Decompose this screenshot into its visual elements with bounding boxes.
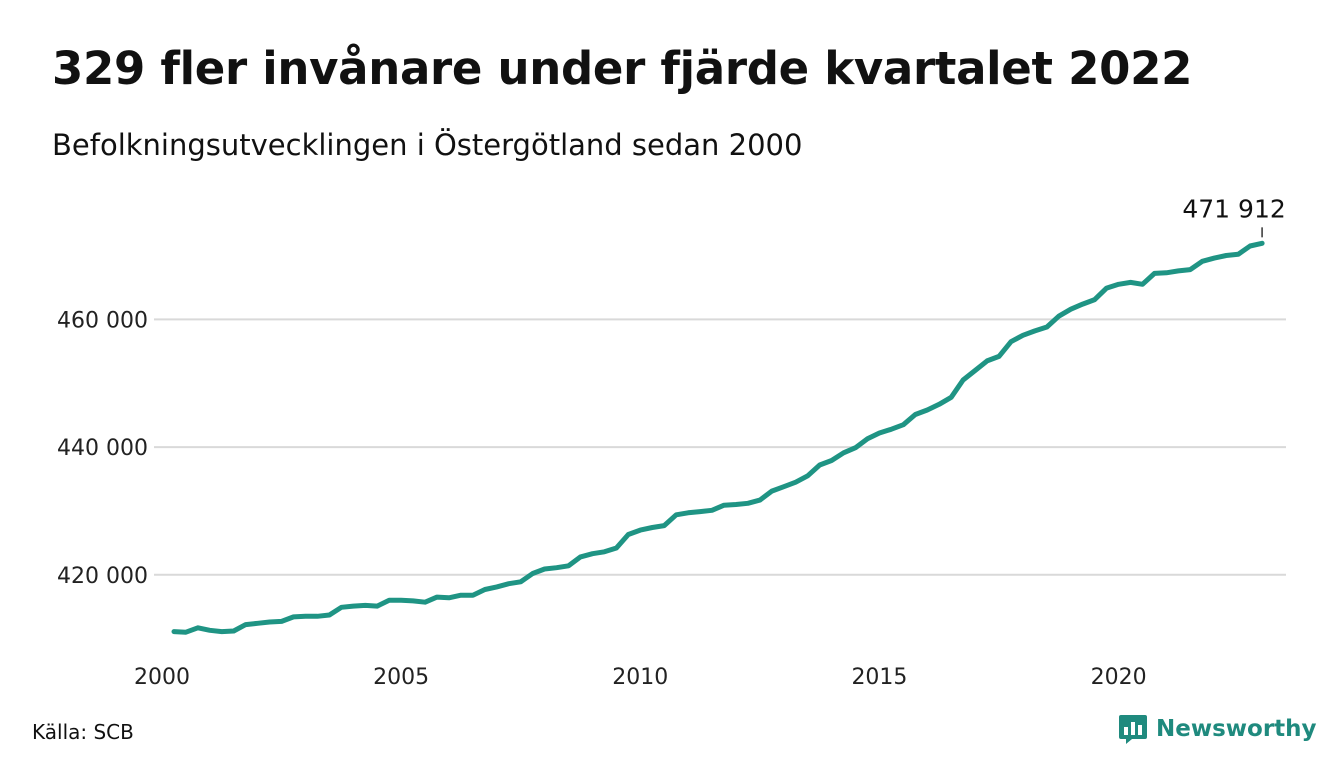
y-tick-label: 440 000 xyxy=(57,436,148,461)
y-tick-label: 420 000 xyxy=(57,564,148,589)
y-tick-labels: 420 000 440 000 460 000 xyxy=(57,308,148,588)
grid-lines xyxy=(154,318,1286,576)
brand-name: Newsworthy xyxy=(1156,716,1317,742)
x-tick-label: 2000 xyxy=(134,665,190,690)
chart-title: 329 fler invånare under fjärde kvartalet… xyxy=(52,42,1193,95)
x-tick-label: 2005 xyxy=(373,665,429,690)
end-value-label: 471 912 xyxy=(1182,194,1285,223)
y-tick-label: 460 000 xyxy=(57,308,148,333)
x-tick-label: 2015 xyxy=(851,665,907,690)
chart-subtitle: Befolkningsutvecklingen i Östergötland s… xyxy=(52,128,803,162)
brand-logo[interactable]: Newsworthy xyxy=(1118,713,1317,745)
x-tick-label: 2020 xyxy=(1091,665,1147,690)
x-tick-labels: 2000 2005 2010 2015 2020 xyxy=(134,665,1147,690)
population-line xyxy=(171,240,1265,635)
x-tick-label: 2010 xyxy=(612,665,668,690)
source-label: Källa: SCB xyxy=(32,720,134,744)
bar-chart-speech-bubble-icon xyxy=(1119,715,1147,744)
